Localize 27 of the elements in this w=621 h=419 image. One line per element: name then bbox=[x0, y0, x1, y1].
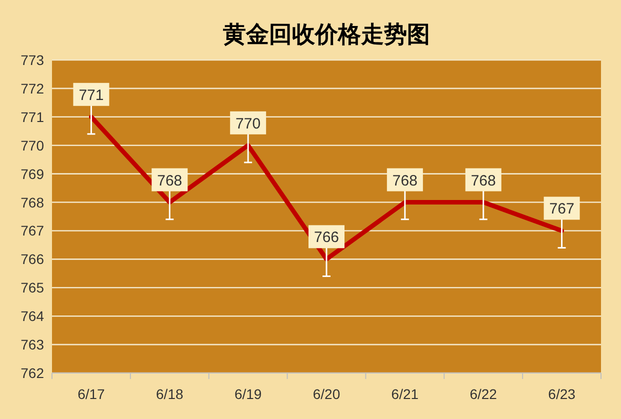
data-label: 768 bbox=[470, 172, 496, 190]
data-label: 770 bbox=[236, 115, 261, 132]
x-tick-label: 6/22 bbox=[470, 386, 498, 402]
chart-title: 黄金回收价格走势图 bbox=[222, 21, 430, 48]
y-tick-label: 766 bbox=[20, 251, 44, 268]
y-tick-label: 768 bbox=[20, 194, 44, 210]
data-label: 768 bbox=[157, 172, 182, 190]
data-label: 771 bbox=[78, 86, 104, 104]
y-tick-label: 765 bbox=[20, 280, 44, 296]
y-tick-label: 773 bbox=[20, 52, 44, 68]
y-tick-label: 769 bbox=[20, 166, 44, 182]
x-tick-label: 6/20 bbox=[312, 386, 340, 402]
x-tick-label: 6/17 bbox=[78, 386, 106, 402]
x-tick-label: 6/19 bbox=[234, 386, 262, 402]
y-tick-label: 767 bbox=[20, 222, 44, 239]
x-tick-label: 6/23 bbox=[548, 386, 576, 402]
y-tick-label: 772 bbox=[20, 80, 44, 96]
y-tick-label: 762 bbox=[20, 365, 44, 381]
x-tick-label: 6/21 bbox=[391, 386, 419, 402]
y-tick-label: 770 bbox=[20, 137, 44, 154]
y-tick-label: 771 bbox=[20, 108, 44, 125]
y-tick-label: 763 bbox=[20, 336, 44, 353]
y-tick-label: 764 bbox=[20, 308, 44, 324]
data-label: 767 bbox=[549, 200, 574, 218]
data-label: 766 bbox=[314, 229, 340, 246]
x-tick-label: 6/18 bbox=[156, 386, 184, 402]
data-label: 768 bbox=[392, 172, 418, 190]
